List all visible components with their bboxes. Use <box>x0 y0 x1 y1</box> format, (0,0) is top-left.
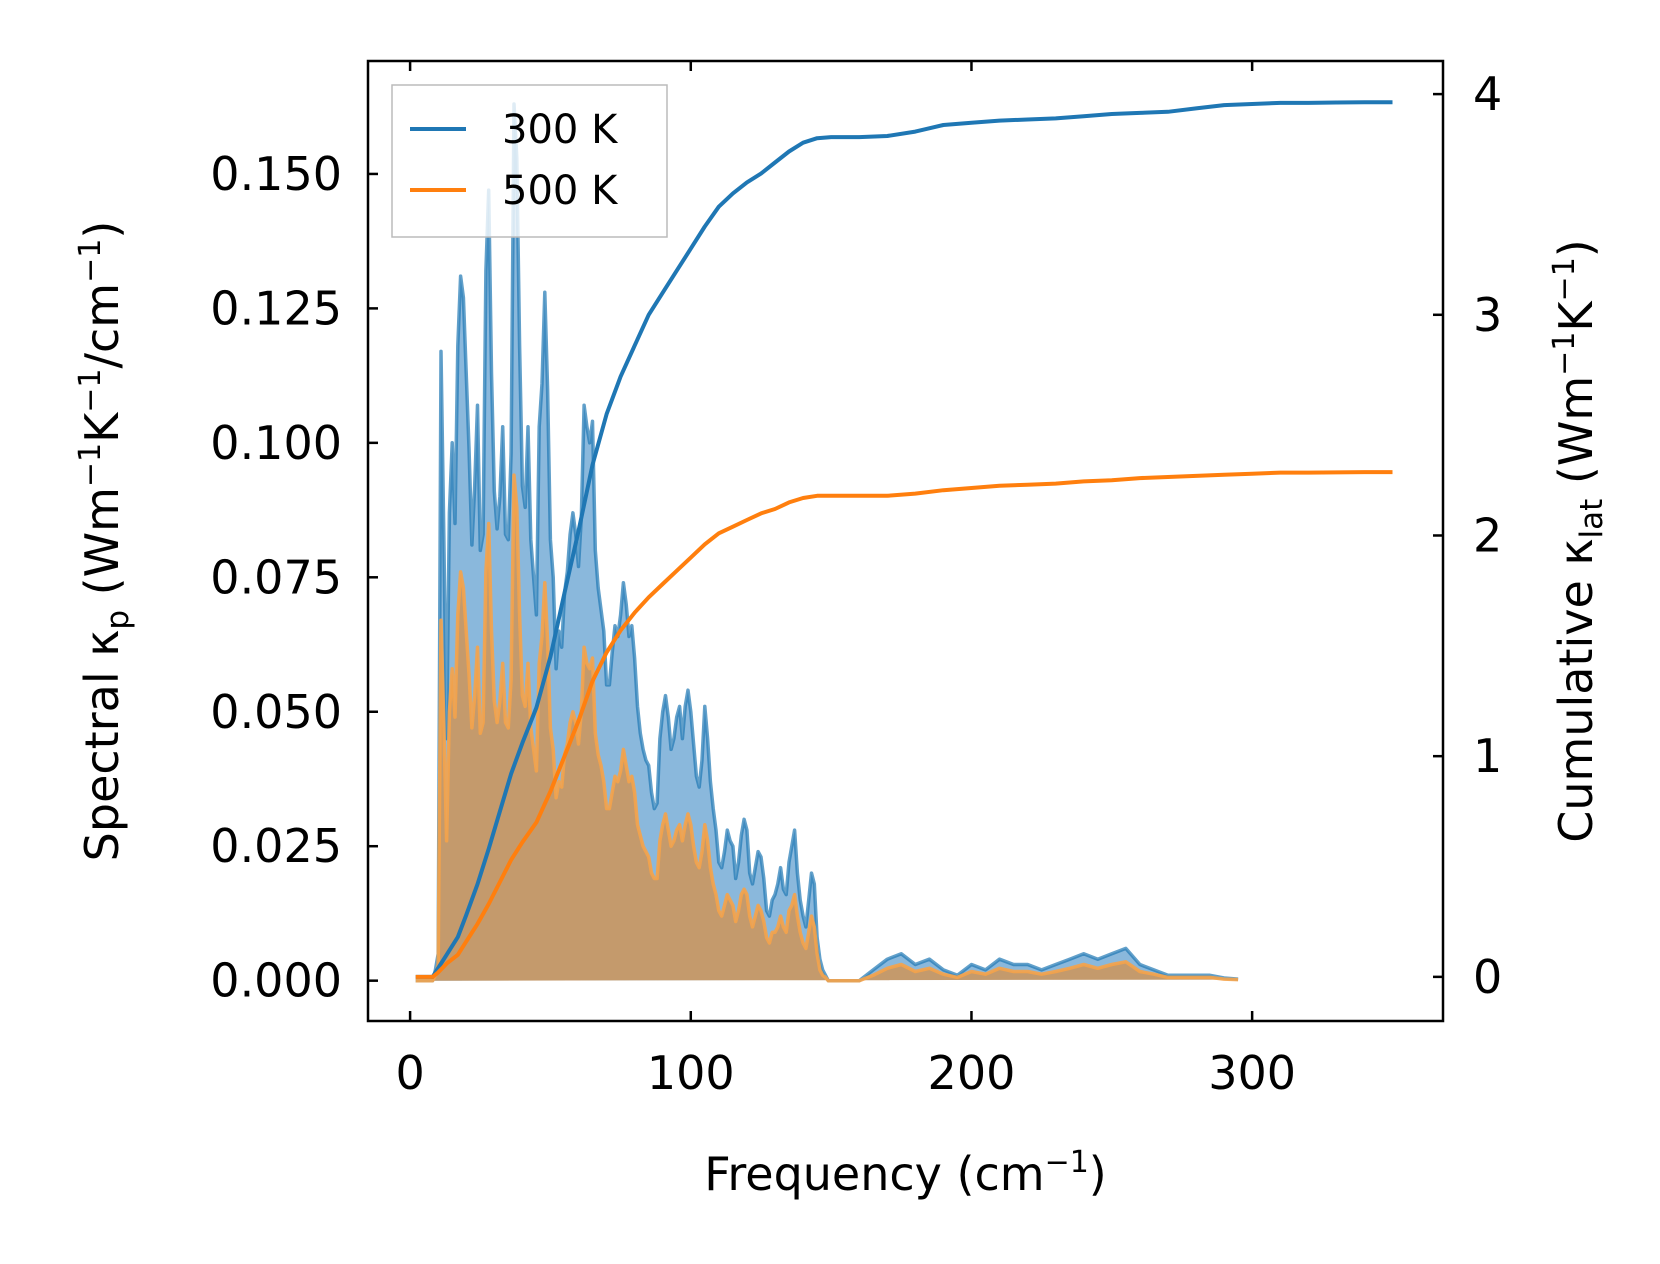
x-axis-title: Frequency (cm−1) <box>704 1145 1107 1201</box>
cumulative-line-300k <box>415 100 1393 979</box>
y-left-axis-title: Spectral κp (Wm−1K−1/cm−1) <box>73 221 136 862</box>
spectral-line-500k <box>415 473 1239 983</box>
x-tick-label: 0 <box>395 1046 424 1100</box>
x-tick-label: 200 <box>928 1046 1016 1100</box>
axis-labels: Frequency (cm−1) Spectral κp (Wm−1K−1/cm−… <box>73 221 1610 1201</box>
y-right-tick-label: 1 <box>1473 729 1502 783</box>
y-left-tick-label: 0.000 <box>210 954 342 1008</box>
y-left-tick-label: 0.050 <box>210 685 342 739</box>
spectral-area-500k <box>415 475 1239 981</box>
legend-label: 300 K <box>502 107 619 153</box>
y-left-tick-label: 0.025 <box>210 819 342 873</box>
x-tick-label: 300 <box>1208 1046 1296 1100</box>
y-left-tick-label: 0.075 <box>210 550 342 604</box>
y-right-tick-label: 3 <box>1473 288 1502 342</box>
cumulative-line-500k <box>415 470 1393 979</box>
legend-box <box>391 84 668 238</box>
axes-frame <box>366 59 1445 1023</box>
y-right-axis-title: Cumulative κlat (Wm−1K−1) <box>1547 239 1610 843</box>
legend-label: 500 K <box>502 168 619 214</box>
axes: 0 100 200 300 0.000 0.025 0.050 0.075 0.100 0.125… <box>210 59 1502 1100</box>
y-right-tick-label: 2 <box>1473 508 1502 562</box>
y-right-tick-label: 4 <box>1473 67 1502 121</box>
y-right-tick-label: 0 <box>1473 950 1502 1004</box>
y-left-tick-label: 0.100 <box>210 416 342 470</box>
y-left-tick-label: 0.150 <box>210 147 342 201</box>
x-tick-label: 100 <box>647 1046 735 1100</box>
y-left-tick-label: 0.125 <box>210 281 342 335</box>
legend: 300 K 500 K <box>391 84 668 238</box>
plot-area <box>415 100 1393 983</box>
